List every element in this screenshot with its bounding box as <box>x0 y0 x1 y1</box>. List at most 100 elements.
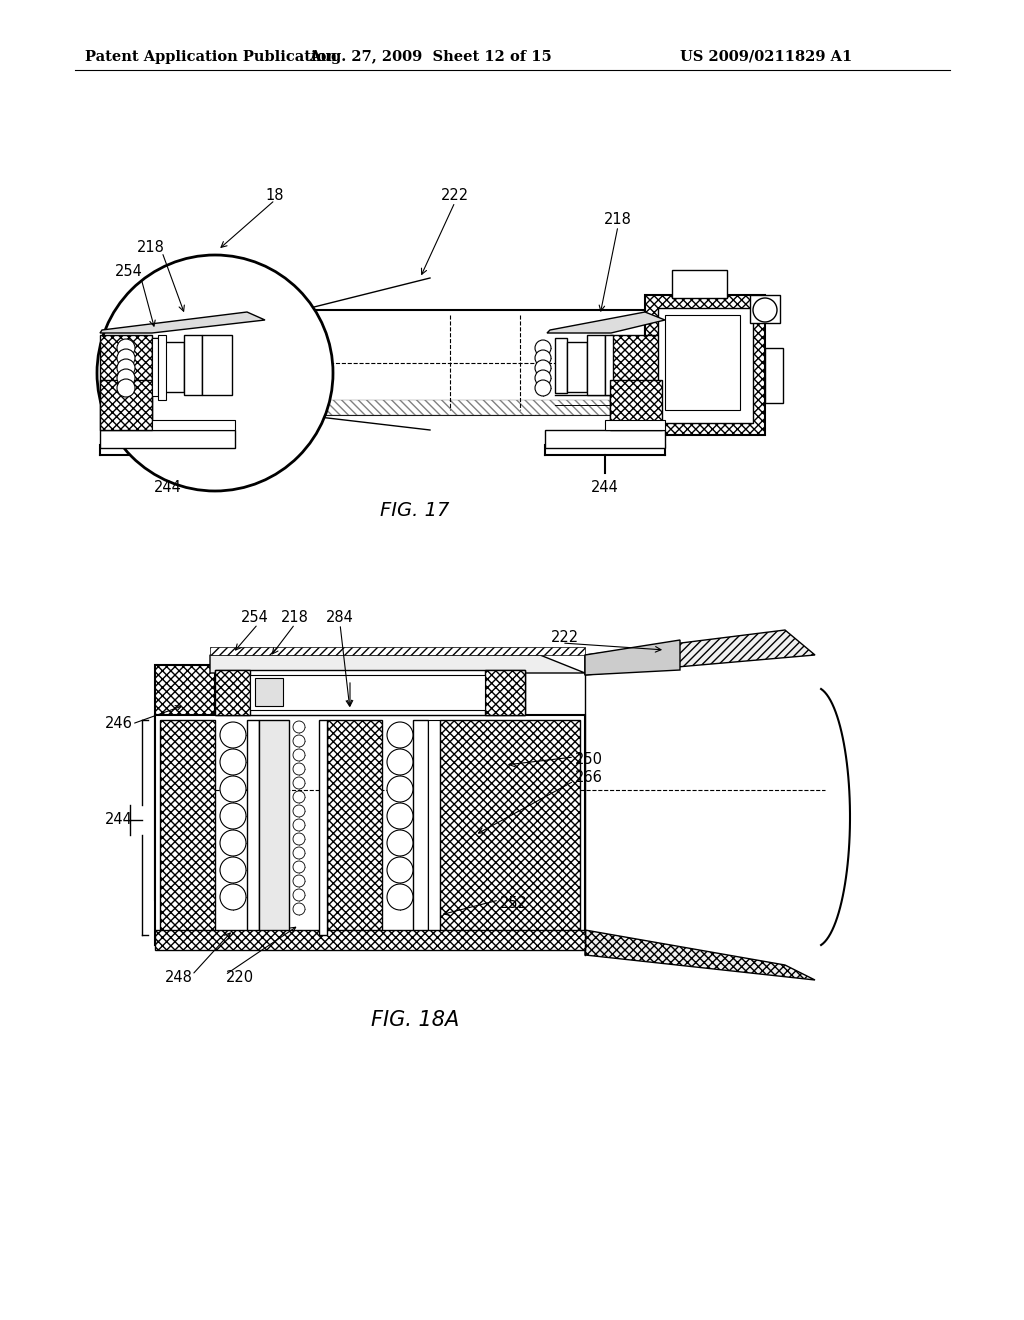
Polygon shape <box>210 655 585 673</box>
Text: 244: 244 <box>154 479 182 495</box>
Bar <box>255 678 283 706</box>
Circle shape <box>387 830 413 855</box>
Circle shape <box>117 339 135 356</box>
Circle shape <box>97 255 333 491</box>
Bar <box>155 665 215 900</box>
Text: Aug. 27, 2009  Sheet 12 of 15: Aug. 27, 2009 Sheet 12 of 15 <box>308 50 551 63</box>
Bar <box>610 380 662 430</box>
Text: 266: 266 <box>575 771 603 785</box>
Polygon shape <box>585 931 815 979</box>
Bar <box>302 400 645 414</box>
Circle shape <box>387 857 413 883</box>
Bar <box>100 430 234 447</box>
Bar <box>658 308 753 422</box>
Bar <box>672 271 727 298</box>
Circle shape <box>220 748 246 775</box>
Circle shape <box>220 884 246 909</box>
Circle shape <box>220 857 246 883</box>
Text: 218: 218 <box>281 610 309 626</box>
Text: 218: 218 <box>137 240 165 256</box>
Circle shape <box>535 360 551 376</box>
Circle shape <box>753 298 777 322</box>
Polygon shape <box>585 630 815 675</box>
Bar <box>100 335 152 430</box>
Bar <box>610 335 662 430</box>
Bar <box>587 335 605 395</box>
Bar <box>440 719 580 935</box>
Circle shape <box>220 803 246 829</box>
Circle shape <box>293 721 305 733</box>
Circle shape <box>117 359 135 378</box>
Bar <box>327 719 382 935</box>
Circle shape <box>293 805 305 817</box>
Circle shape <box>293 818 305 832</box>
Bar <box>750 294 780 323</box>
Circle shape <box>293 903 305 915</box>
Text: Patent Application Publication: Patent Application Publication <box>85 50 337 63</box>
Bar <box>215 671 525 715</box>
Circle shape <box>220 830 246 855</box>
Bar <box>555 338 567 393</box>
Circle shape <box>220 722 246 748</box>
Bar <box>428 719 440 935</box>
Text: 218: 218 <box>604 213 632 227</box>
Text: FIG. 17: FIG. 17 <box>380 500 450 520</box>
Text: 244: 244 <box>591 479 618 495</box>
Circle shape <box>293 888 305 902</box>
Circle shape <box>293 735 305 747</box>
Circle shape <box>387 748 413 775</box>
Polygon shape <box>585 640 680 675</box>
Bar <box>158 335 166 400</box>
Text: US 2009/0211829 A1: US 2009/0211829 A1 <box>680 50 852 63</box>
Circle shape <box>117 379 135 397</box>
Bar <box>210 647 585 655</box>
Bar <box>100 380 152 430</box>
Circle shape <box>293 861 305 873</box>
Text: 284: 284 <box>326 610 354 626</box>
Text: 222: 222 <box>551 631 579 645</box>
Circle shape <box>220 776 246 803</box>
Bar <box>152 420 234 430</box>
Circle shape <box>535 380 551 396</box>
Bar <box>160 719 215 935</box>
Text: 252: 252 <box>500 895 528 911</box>
Bar <box>665 315 740 411</box>
Circle shape <box>535 370 551 385</box>
Circle shape <box>293 748 305 762</box>
Text: 220: 220 <box>226 970 254 986</box>
Text: FIG. 18A: FIG. 18A <box>371 1010 459 1030</box>
Circle shape <box>387 722 413 748</box>
Bar <box>485 671 525 715</box>
Text: 222: 222 <box>441 187 469 202</box>
Circle shape <box>387 776 413 803</box>
Bar <box>247 719 259 935</box>
Bar <box>765 348 783 403</box>
Bar <box>319 719 327 935</box>
Circle shape <box>387 803 413 829</box>
Polygon shape <box>547 312 665 333</box>
Bar <box>413 719 428 935</box>
Text: 248: 248 <box>165 970 193 986</box>
Circle shape <box>293 847 305 859</box>
Circle shape <box>535 350 551 366</box>
Text: 246: 246 <box>105 717 133 731</box>
Bar <box>302 310 645 414</box>
Bar <box>202 335 232 395</box>
Text: 254: 254 <box>241 610 269 626</box>
Bar <box>184 335 202 395</box>
Circle shape <box>117 370 135 387</box>
Circle shape <box>293 875 305 887</box>
Bar <box>645 294 765 436</box>
Bar <box>152 338 164 393</box>
Polygon shape <box>100 312 265 333</box>
Bar <box>164 342 184 392</box>
Bar <box>152 338 158 396</box>
Bar <box>250 675 485 710</box>
Bar <box>215 671 250 715</box>
Circle shape <box>293 833 305 845</box>
Bar <box>605 420 665 430</box>
Bar <box>567 342 587 392</box>
Bar <box>155 715 585 945</box>
Bar <box>155 931 585 950</box>
Circle shape <box>293 777 305 789</box>
